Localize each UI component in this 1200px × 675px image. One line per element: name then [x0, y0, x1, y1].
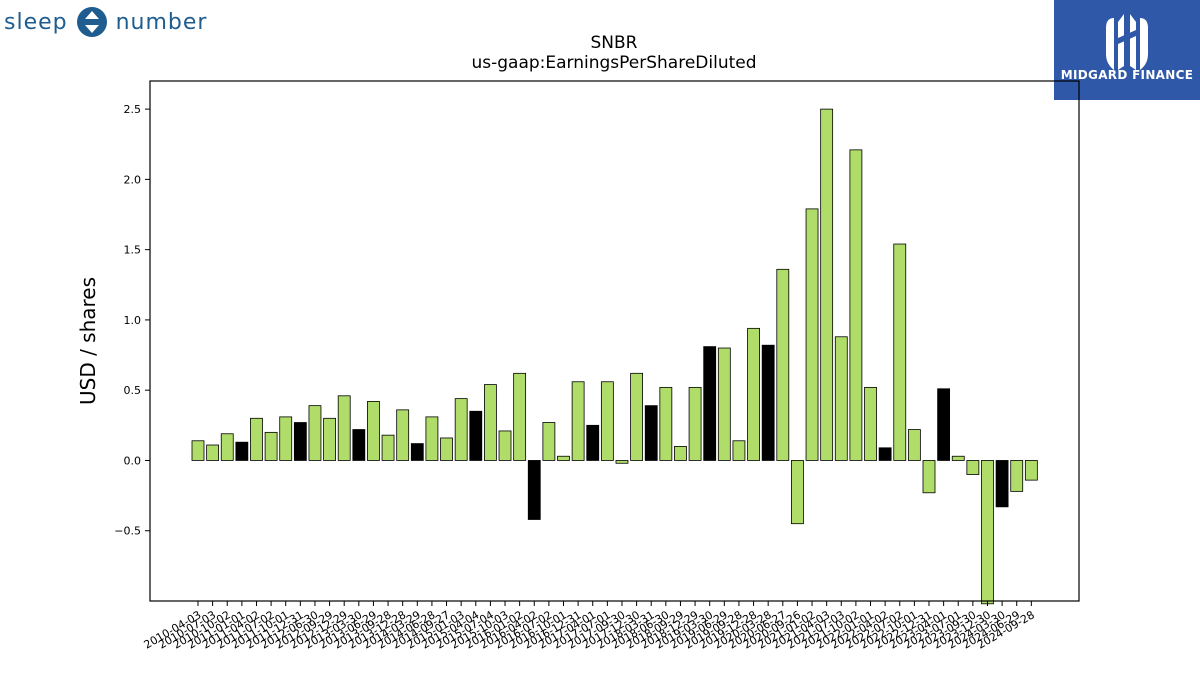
logo-word-number: number [115, 9, 208, 35]
bar-2020-09-26 [791, 460, 804, 525]
midgard-brand-text: MIDGARD FINANCE [1060, 68, 1194, 82]
plot-frame [149, 80, 1080, 602]
bar-2022-07-02 [893, 243, 907, 461]
sleep-number-diamond-icon [76, 7, 107, 37]
bar-2018-12-29 [688, 386, 702, 461]
bar-2019-09-28 [732, 440, 746, 461]
midgard-emblem-icon [1106, 14, 1148, 70]
bar-2022-12-31 [922, 460, 936, 494]
bar-2021-01-02 [805, 208, 819, 461]
bar-2023-09-30 [966, 460, 980, 475]
bar-2015-04-04 [469, 410, 483, 461]
bar-2016-04-02 [527, 460, 541, 520]
midgard-finance-logo: MIDGARD FINANCE [1054, 0, 1200, 100]
y-tick-label: 0.5 [124, 384, 142, 397]
bar-2013-12-28 [396, 409, 410, 461]
bar-2023-12-30 [981, 460, 994, 605]
bar-2018-09-29 [674, 446, 687, 461]
bar-2021-10-02 [849, 149, 863, 461]
bar-2019-06-29 [717, 347, 731, 461]
bar-2012-12-29 [337, 395, 351, 461]
bar-2011-07-02 [264, 431, 278, 461]
y-axis-label: USD / shares [76, 277, 100, 405]
y-tick-label: 0.0 [124, 454, 142, 467]
bar-2013-09-28 [381, 434, 395, 461]
bar-2021-07-03 [834, 336, 848, 461]
bar-2020-03-28 [761, 344, 775, 461]
y-tick-label: 1.0 [124, 314, 142, 327]
bar-2017-09-30 [615, 460, 629, 464]
bar-2011-04-02 [250, 417, 263, 461]
bar-2020-06-27 [776, 268, 790, 461]
bar-2018-06-30 [659, 386, 673, 461]
bar-2011-12-31 [293, 422, 307, 461]
bar-2016-07-02 [542, 422, 556, 461]
sleep-number-logo: sleep number [4, 2, 207, 42]
bar-2016-10-01 [557, 455, 570, 461]
bar-2013-03-30 [352, 429, 366, 461]
bar-2017-12-30 [630, 372, 643, 461]
logo-word-sleep: sleep [4, 9, 68, 35]
bar-2011-01-01 [235, 441, 249, 461]
bar-2023-04-01 [937, 388, 951, 461]
bar-2024-06-29 [1010, 460, 1024, 492]
bar-2022-10-01 [907, 429, 921, 461]
bar-2011-10-01 [279, 416, 293, 461]
bar-2022-01-01 [864, 386, 877, 461]
y-tick-label: 2.0 [124, 173, 142, 186]
bar-2023-07-01 [951, 455, 965, 461]
bar-2016-01-02 [513, 372, 527, 461]
bar-2017-07-01 [600, 381, 614, 461]
bars-layer [191, 108, 1038, 605]
bar-2024-03-30 [995, 460, 1009, 508]
bar-2017-04-01 [586, 424, 600, 461]
chart-subtitle: us-gaap:EarningsPerShareDiluted [471, 53, 756, 73]
y-tick-label: 2.5 [124, 103, 142, 116]
x-axis: 2010-04-032010-07-032010-10-022011-01-01… [142, 601, 1037, 652]
bar-2015-07-04 [483, 384, 497, 461]
bar-2013-06-29 [367, 401, 380, 461]
bar-2010-10-02 [220, 433, 234, 461]
bar-2014-06-28 [425, 416, 439, 461]
bar-2015-10-03 [498, 430, 512, 461]
bar-2024-09-28 [1024, 460, 1038, 481]
bar-2022-04-02 [878, 447, 892, 461]
y-axis: −0.5 0.0 0.5 1.0 1.5 2.0 2.5 [114, 103, 150, 538]
bar-2019-03-30 [703, 346, 717, 461]
y-tick-label: −0.5 [114, 525, 141, 538]
bar-2010-07-03 [206, 444, 220, 461]
bar-2016-12-31 [571, 381, 585, 461]
bar-2015-01-03 [454, 398, 468, 461]
bar-2021-04-03 [820, 108, 834, 461]
bar-2014-03-29 [410, 443, 424, 461]
y-tick-label: 1.5 [124, 244, 142, 257]
bar-2010-04-03 [191, 440, 205, 461]
bar-2012-09-29 [323, 417, 336, 461]
chart-title: SNBR [591, 33, 638, 53]
bar-2012-06-30 [308, 405, 322, 461]
bar-2014-09-27 [440, 437, 453, 461]
bar-2018-03-31 [644, 405, 658, 461]
bar-2019-12-28 [747, 327, 760, 461]
